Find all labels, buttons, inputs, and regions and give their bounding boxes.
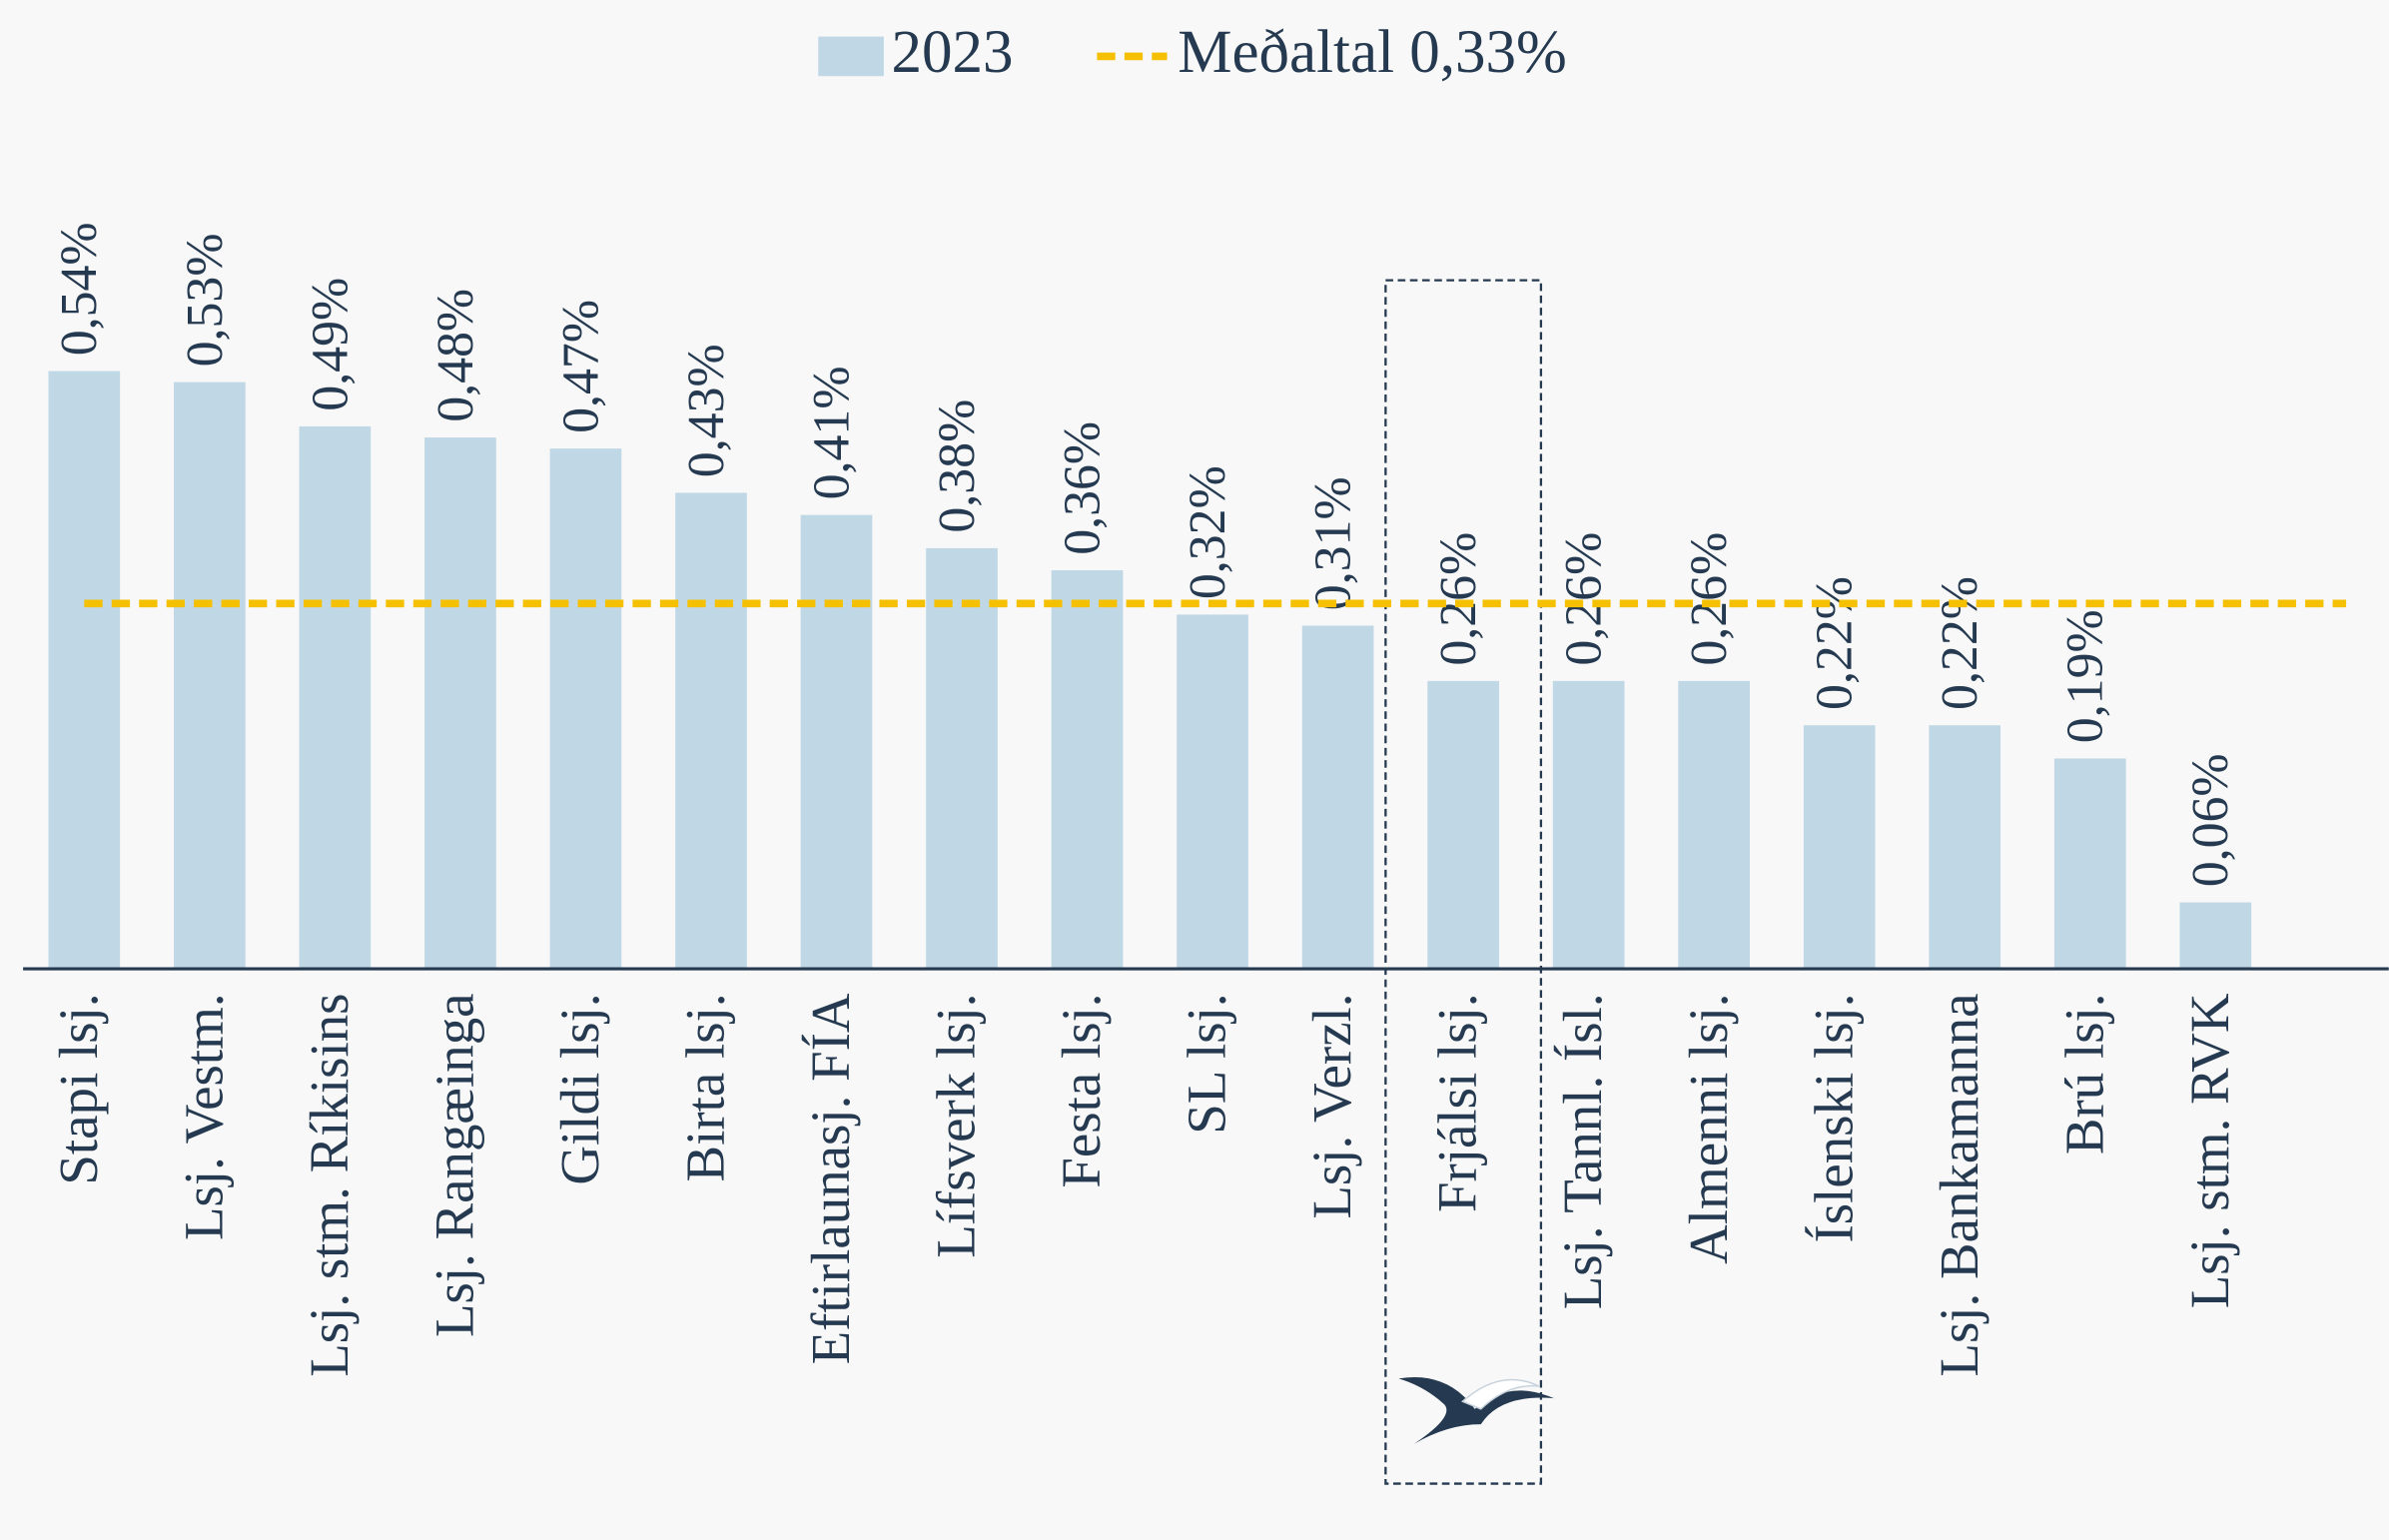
bar bbox=[1929, 725, 2001, 970]
value-label: 0,26% bbox=[1430, 532, 1487, 666]
bar bbox=[1552, 680, 1625, 970]
value-label: 0,48% bbox=[427, 289, 484, 422]
value-label: 0,26% bbox=[1556, 532, 1613, 666]
x-tick-label: Eftirlaunasj. FÍA bbox=[800, 993, 861, 1364]
value-label: 0,41% bbox=[803, 366, 860, 499]
value-label: 0,54% bbox=[51, 222, 108, 356]
bar bbox=[1301, 625, 1374, 970]
value-label: 0,06% bbox=[2182, 753, 2239, 887]
x-tick-label: Lsj. stm. Ríkisins bbox=[299, 993, 360, 1376]
value-label: 0,36% bbox=[1054, 421, 1111, 555]
value-label: 0,43% bbox=[678, 344, 735, 477]
x-tick-label: Festa lsj. bbox=[1051, 993, 1112, 1187]
value-label: 0,47% bbox=[552, 300, 609, 433]
value-label: 0,19% bbox=[2057, 609, 2114, 743]
logo bbox=[1398, 1377, 1554, 1444]
value-label: 0,53% bbox=[177, 233, 234, 367]
x-tick-label: Gildi lsj. bbox=[549, 993, 610, 1184]
bar bbox=[48, 371, 121, 970]
bar bbox=[1051, 570, 1124, 970]
bar bbox=[1177, 614, 1248, 970]
bar bbox=[1678, 680, 1751, 970]
x-tick-label: Brú lsj. bbox=[2053, 993, 2114, 1155]
legend-label: 2023 bbox=[891, 19, 1013, 86]
x-tick-label: Lsj. stm. RVK bbox=[2179, 993, 2240, 1308]
value-label: 0,22% bbox=[1807, 576, 1864, 710]
x-tick-label: Almenni lsj. bbox=[1678, 993, 1739, 1263]
x-tick-label: SL lsj. bbox=[1177, 993, 1237, 1134]
bar bbox=[926, 547, 998, 970]
bar bbox=[800, 514, 873, 970]
x-tick-label: Lsj. Tannl. Ísl. bbox=[1552, 993, 1613, 1309]
x-tick-label: Lsj. Bankamanna bbox=[1929, 993, 1990, 1376]
bar bbox=[424, 437, 496, 970]
x-tick-label: Lsj. Verzl. bbox=[1301, 993, 1362, 1218]
bar bbox=[675, 492, 747, 970]
value-label: 0,32% bbox=[1180, 465, 1236, 599]
x-tick-label: Stapi lsj. bbox=[48, 993, 109, 1184]
bar bbox=[299, 425, 372, 970]
legend-swatch-bar bbox=[818, 36, 884, 77]
bar bbox=[2179, 902, 2252, 970]
x-tick-label: Lsj. Vestm. bbox=[173, 993, 234, 1240]
value-label: 0,31% bbox=[1305, 476, 1362, 610]
legend-label: Meðaltal 0,33% bbox=[1178, 19, 1567, 86]
value-label: 0,49% bbox=[302, 278, 359, 411]
x-tick-label: Frjálsi lsj. bbox=[1427, 993, 1488, 1212]
x-tick-label: Íslenski lsj. bbox=[1803, 993, 1864, 1242]
bar bbox=[1803, 725, 1876, 970]
x-tick-label: Lífsverk lsj. bbox=[926, 993, 987, 1257]
x-tick-label: Birta lsj. bbox=[675, 993, 736, 1181]
value-label: 0,38% bbox=[929, 399, 986, 533]
bar bbox=[2053, 758, 2126, 970]
value-label: 0,22% bbox=[1932, 576, 1989, 710]
bar bbox=[174, 382, 246, 970]
bar bbox=[549, 448, 622, 970]
x-tick-label: Lsj. Rangæinga bbox=[424, 993, 485, 1337]
highlight-box bbox=[1384, 279, 1543, 1485]
bar bbox=[1427, 680, 1499, 970]
value-label: 0,26% bbox=[1681, 532, 1738, 666]
